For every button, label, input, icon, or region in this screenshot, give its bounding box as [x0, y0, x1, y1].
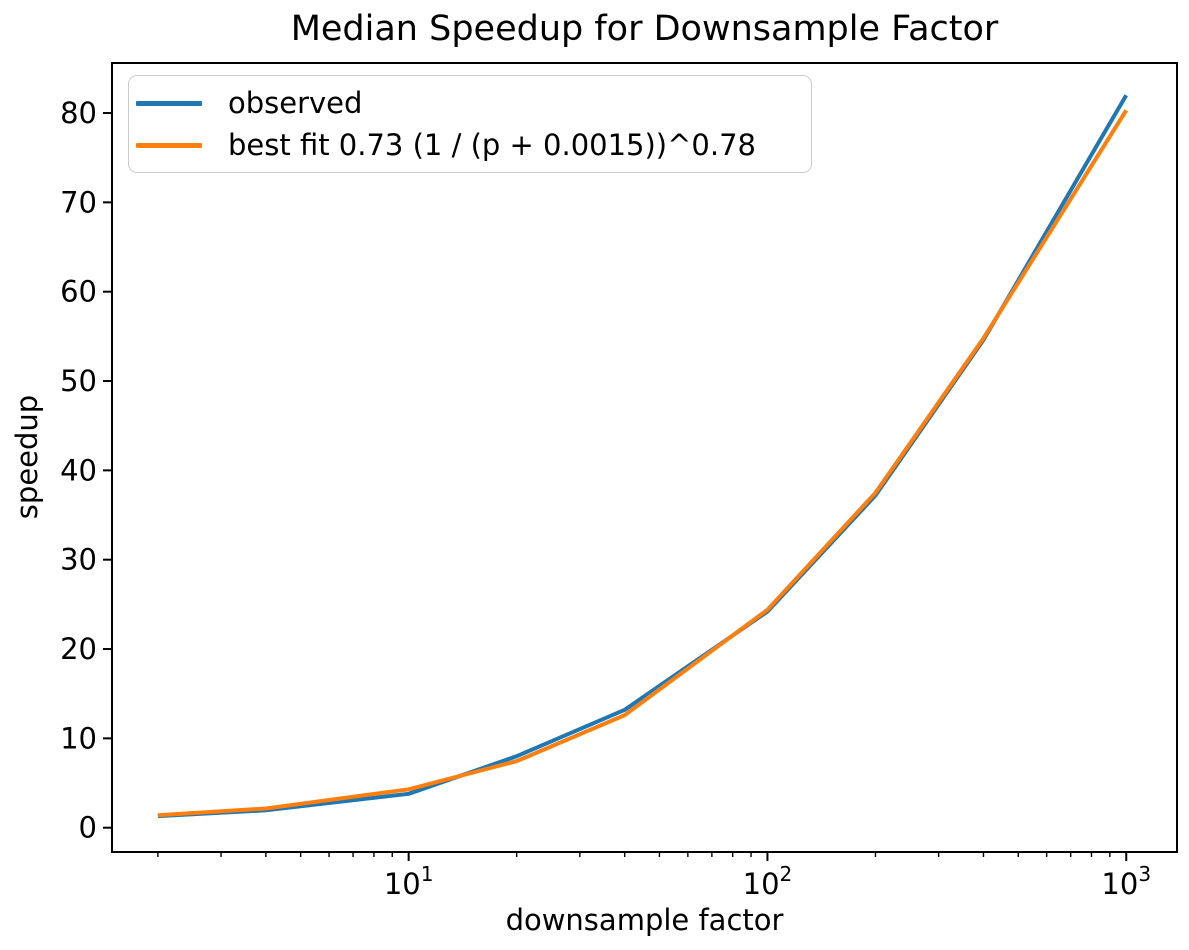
series-line-best-fit — [157, 109, 1128, 818]
legend-entry-observed: observed — [136, 82, 797, 124]
chart-title: Median Speedup for Downsample Factor — [290, 9, 999, 49]
y-tick-label: 70 — [60, 185, 97, 219]
x-tick-label: 101 — [384, 862, 434, 901]
y-axis-label: speedup — [10, 394, 44, 520]
y-tick-label: 0 — [79, 811, 97, 845]
y-tick-label: 20 — [60, 632, 97, 666]
legend-label-best-fit: best fit 0.73 (1 / (p + 0.0015))^0.78 — [228, 127, 756, 162]
legend-label-observed: observed — [228, 85, 363, 120]
best-fit-line-swatch-icon — [136, 142, 202, 148]
y-tick-label: 30 — [60, 543, 97, 577]
axes-frame — [111, 62, 1178, 853]
y-tick-label: 40 — [60, 453, 97, 487]
legend-entry-best-fit: best fit 0.73 (1 / (p + 0.0015))^0.78 — [136, 124, 797, 166]
legend: observed best fit 0.73 (1 / (p + 0.0015)… — [128, 75, 812, 173]
series-line-observed — [157, 94, 1128, 819]
x-axis-label: downsample factor — [505, 903, 784, 937]
y-tick-label: 50 — [60, 364, 97, 398]
x-tick-label: 102 — [743, 862, 793, 901]
y-tick-label: 60 — [60, 275, 97, 309]
y-tick-label: 80 — [60, 96, 97, 130]
x-tick-label: 103 — [1101, 862, 1151, 901]
y-tick-label: 10 — [60, 721, 97, 755]
observed-line-swatch-icon — [136, 100, 202, 106]
